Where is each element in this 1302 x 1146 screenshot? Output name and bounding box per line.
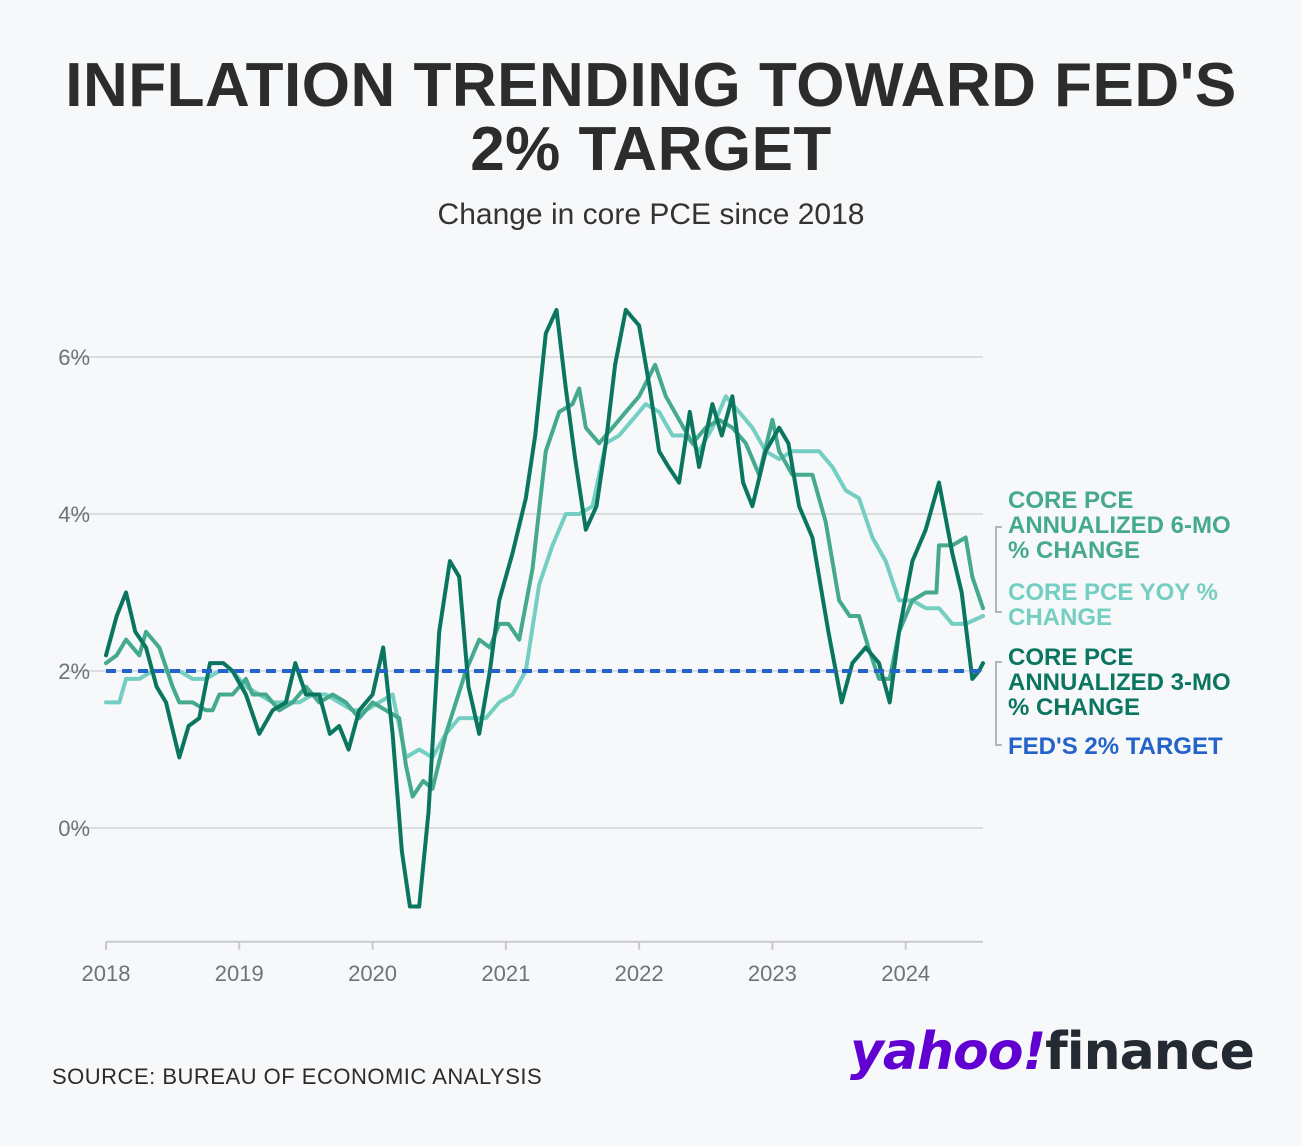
legend-label: ANNUALIZED 3-MO: [1008, 669, 1231, 696]
legend-label: CORE PCE YOY %: [1008, 579, 1218, 606]
x-tick-label: 2020: [348, 961, 397, 986]
title-line-2: 2% TARGET: [470, 115, 832, 184]
series-line-3: [104, 307, 985, 909]
yahoo-finance-logo: yahoo!finance: [850, 1022, 1255, 1082]
x-tick-label: 2021: [481, 961, 530, 986]
y-tick-label: 0%: [58, 816, 90, 841]
y-tick-label: 4%: [58, 502, 90, 527]
legend-label: CORE PCE: [1008, 644, 1133, 671]
legend-label: % CHANGE: [1008, 694, 1140, 721]
gridlines: [66, 356, 983, 829]
x-tick-label: 2018: [82, 961, 131, 986]
axes: 0% 2% 4% 6% 2018 2019 2020 2021 2022 2023 2024: [58, 345, 983, 986]
logo-finance: finance: [1045, 1022, 1255, 1082]
legend-label: CORE PCE: [1008, 487, 1133, 514]
source-note: SOURCE: BUREAU OF ECONOMIC ANALYSIS: [52, 1064, 543, 1089]
series-line-1: [104, 394, 985, 760]
title-line-1: INFLATION TRENDING TOWARD FED'S: [65, 51, 1237, 120]
y-tick-label: 6%: [58, 345, 90, 370]
series-lines: [104, 307, 985, 909]
legend-bracket-top: [995, 526, 1002, 613]
logo-yahoo: yahoo!: [850, 1022, 1046, 1082]
y-tick-label: 2%: [58, 659, 90, 684]
x-tick-label: 2022: [615, 961, 664, 986]
legend-label: ANNUALIZED 6-MO: [1008, 512, 1231, 539]
chart-subtitle: Change in core PCE since 2018: [437, 198, 865, 231]
x-tick-label: 2019: [215, 961, 264, 986]
x-tick-label: 2024: [881, 961, 930, 986]
legend-bracket-bottom: [995, 661, 1002, 746]
legend-label: FED'S 2% TARGET: [1008, 733, 1223, 760]
legend-label: CHANGE: [1008, 604, 1112, 631]
series-line-2: [104, 362, 985, 799]
chart-title: INFLATION TRENDING TOWARD FED'S 2% TARGE…: [0, 54, 1302, 182]
x-tick-label: 2023: [748, 961, 797, 986]
legend-label: % CHANGE: [1008, 537, 1140, 564]
